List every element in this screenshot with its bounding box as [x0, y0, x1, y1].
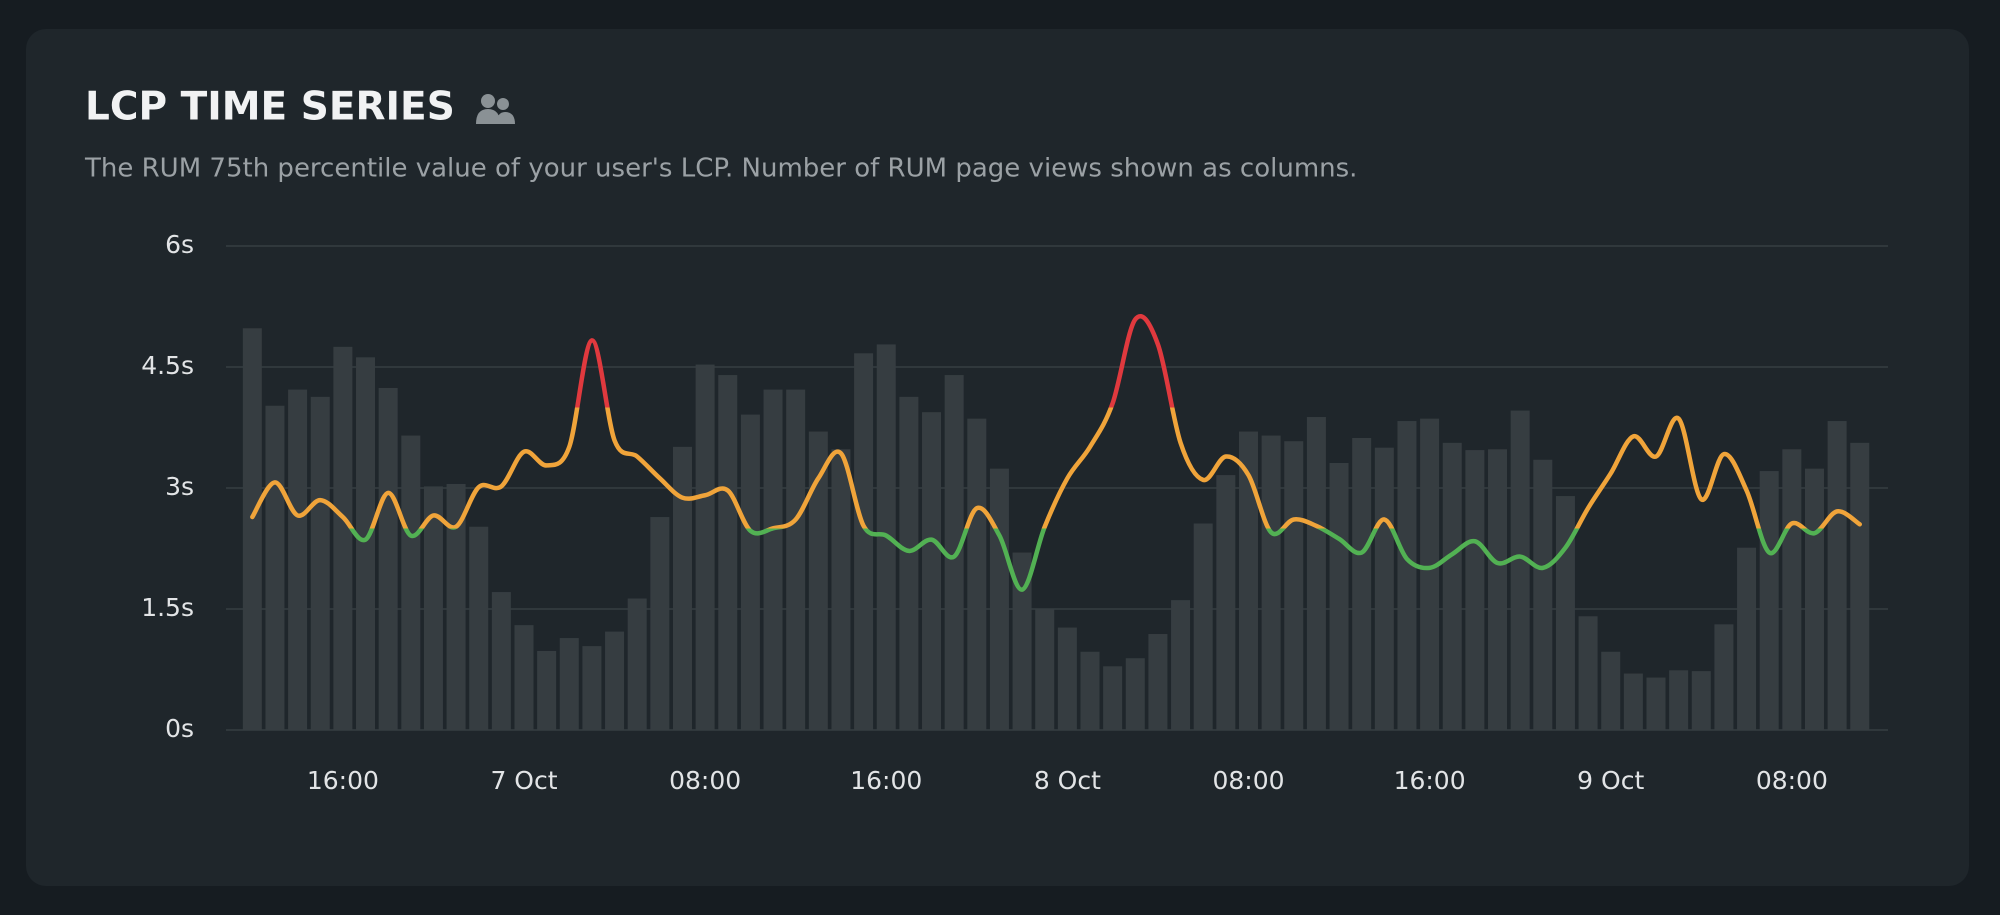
bar: [831, 449, 851, 730]
bar: [1352, 437, 1372, 730]
bar: [989, 468, 1009, 730]
bar: [1578, 616, 1598, 730]
bar: [1623, 673, 1643, 730]
bar: [1759, 471, 1779, 730]
y-tick-label: 1.5s: [141, 593, 194, 622]
x-tick-label: 16:00: [1394, 766, 1466, 795]
bar: [265, 405, 285, 730]
bar: [1510, 410, 1530, 730]
bar: [1329, 462, 1349, 730]
bar: [1465, 450, 1485, 730]
bar: [1306, 417, 1326, 730]
bar: [559, 638, 579, 730]
bar: [1646, 677, 1666, 730]
x-tick-label: 08:00: [1756, 766, 1828, 795]
bar: [672, 446, 692, 730]
bar: [1284, 441, 1304, 730]
bar: [1737, 547, 1757, 730]
bar: [242, 328, 262, 730]
bar: [1012, 552, 1032, 730]
bar: [310, 396, 330, 730]
bar: [1148, 634, 1168, 730]
x-tick-label: 08:00: [669, 766, 741, 795]
bar: [1035, 609, 1055, 730]
bar: [537, 650, 557, 730]
bar: [491, 592, 511, 730]
bar: [1238, 431, 1258, 730]
x-tick-label: 16:00: [850, 766, 922, 795]
y-tick-label: 0s: [165, 714, 194, 743]
bar: [695, 364, 715, 730]
bar: [1601, 651, 1621, 730]
bar: [899, 396, 919, 730]
bar: [944, 375, 964, 730]
y-tick-label: 3s: [165, 472, 194, 501]
bar: [1420, 418, 1440, 730]
bar: [1714, 624, 1734, 730]
bar: [1261, 435, 1281, 730]
bar: [718, 375, 738, 730]
chart-subtitle: The RUM 75th percentile value of your us…: [84, 154, 1357, 184]
bar: [1103, 666, 1123, 730]
bar: [582, 646, 602, 730]
bar: [1374, 447, 1394, 730]
bar: [627, 598, 647, 730]
x-tick-label: 9 Oct: [1577, 766, 1644, 795]
bar: [288, 389, 308, 730]
bar: [1533, 459, 1553, 730]
bar: [1080, 651, 1100, 730]
bar: [967, 418, 987, 730]
bar: [423, 486, 443, 730]
bar: [401, 435, 421, 730]
bar: [650, 517, 670, 730]
bar: [1442, 442, 1462, 730]
bar: [1850, 442, 1870, 730]
bar: [1193, 523, 1213, 730]
bar: [1125, 658, 1145, 730]
bar: [378, 387, 398, 730]
bar: [1804, 468, 1824, 730]
x-tick-label: 08:00: [1212, 766, 1284, 795]
bar: [1691, 671, 1711, 730]
bar: [469, 526, 489, 730]
bar: [605, 631, 625, 730]
bar: [446, 483, 466, 730]
bar: [1057, 627, 1077, 730]
x-tick-label: 8 Oct: [1034, 766, 1101, 795]
bar: [740, 414, 760, 730]
audience-icon: [476, 94, 515, 124]
bar: [1555, 496, 1575, 730]
y-tick-label: 4.5s: [141, 351, 194, 380]
bar: [356, 357, 376, 730]
bar: [808, 431, 828, 730]
x-tick-label: 16:00: [307, 766, 379, 795]
bar: [786, 389, 806, 730]
y-tick-label: 6s: [165, 230, 194, 259]
bar: [1397, 421, 1417, 730]
bar: [1669, 670, 1689, 730]
bar: [1827, 421, 1847, 730]
bar: [922, 412, 942, 730]
bar: [1171, 600, 1191, 730]
bar: [514, 625, 534, 730]
bar: [763, 389, 783, 730]
x-tick-label: 7 Oct: [490, 766, 557, 795]
bar: [1216, 475, 1236, 730]
lcp-line: [250, 314, 1863, 592]
chart-title: LCP TIME SERIES: [85, 85, 455, 130]
bar: [854, 353, 874, 730]
bar: [333, 346, 353, 730]
bar: [1782, 449, 1802, 730]
bar: [1488, 449, 1508, 730]
